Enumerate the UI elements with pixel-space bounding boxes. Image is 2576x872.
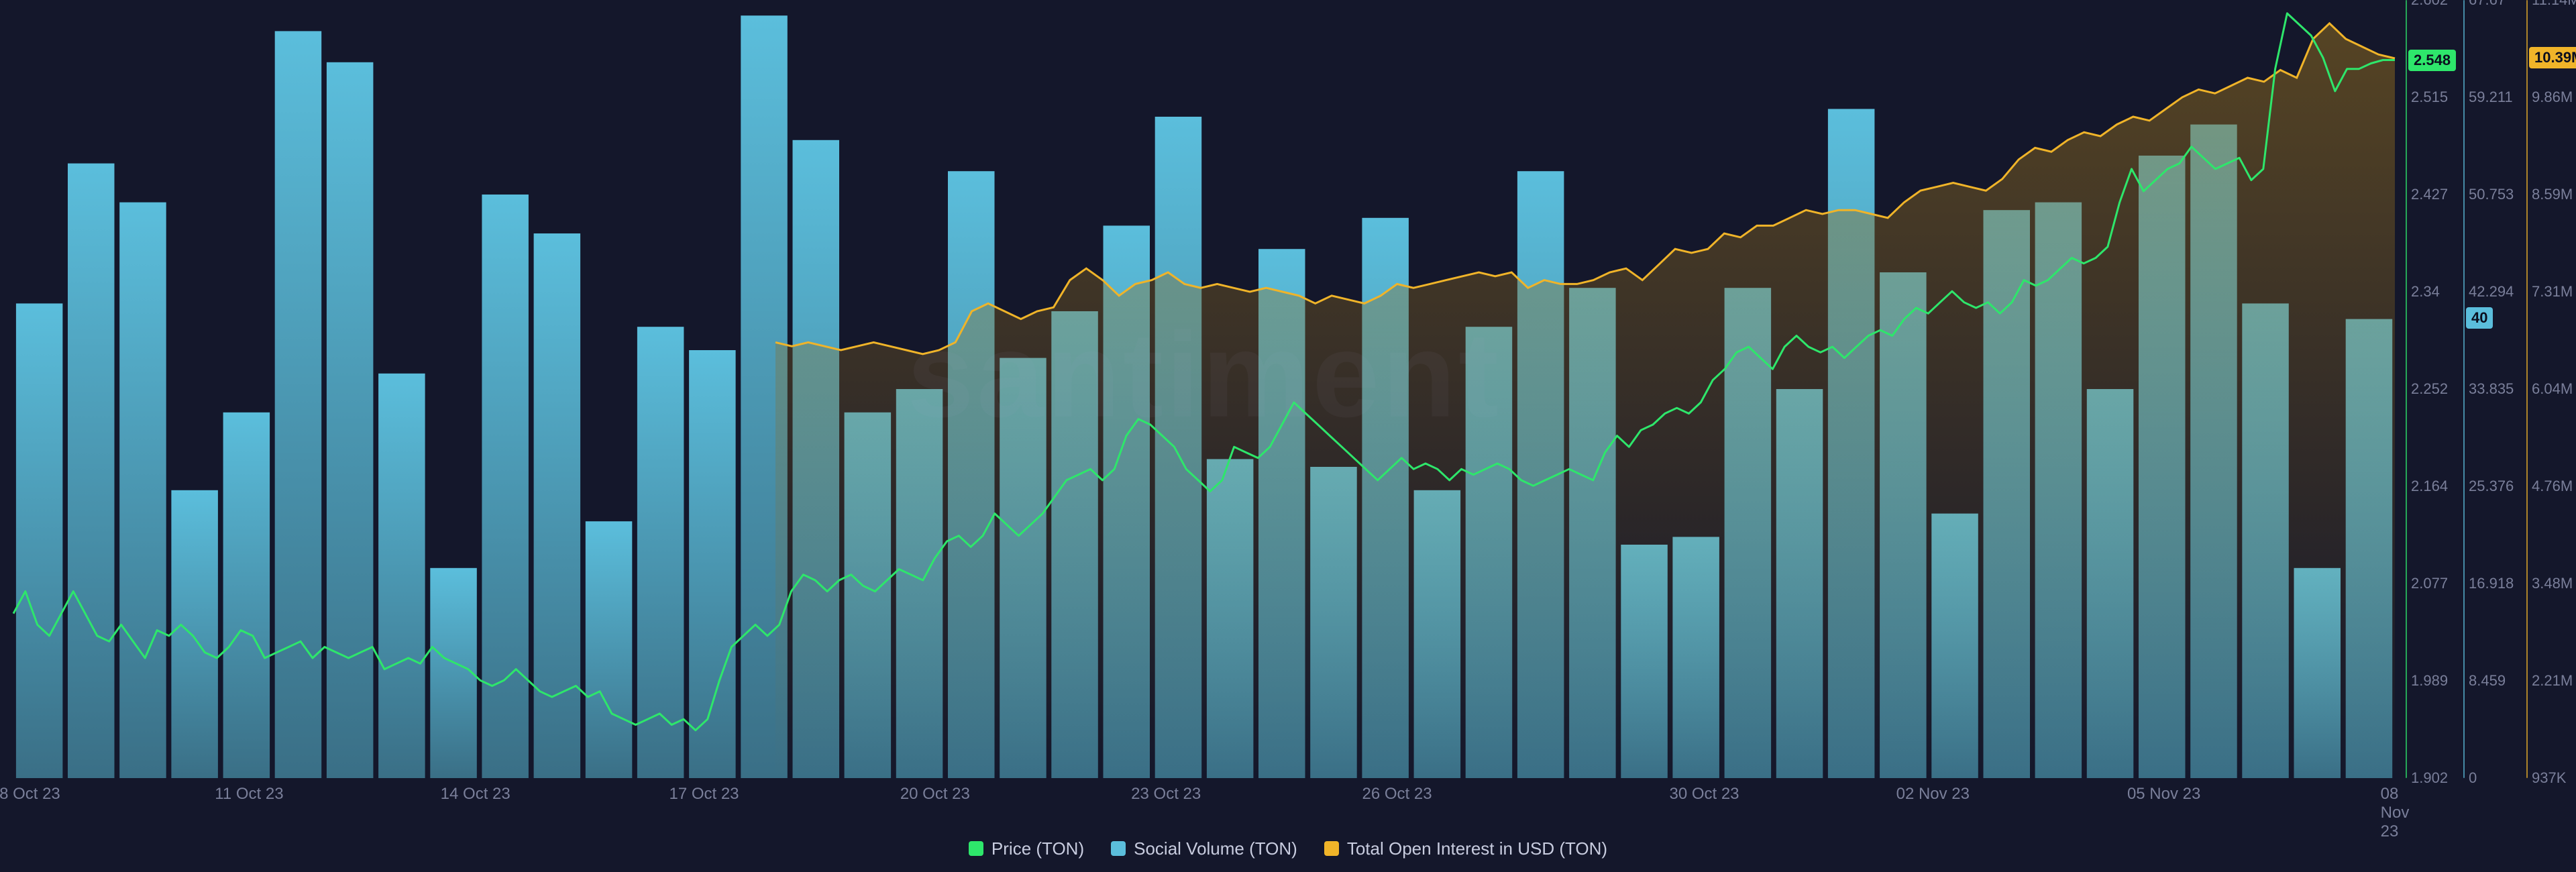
legend-item[interactable]: Social Volume (TON) [1111,838,1297,859]
legend-item[interactable]: Total Open Interest in USD (TON) [1324,838,1607,859]
x-axis-tick: 14 Oct 23 [441,785,511,804]
legend-swatch [1324,841,1339,856]
y-tick: 7.31M [2532,283,2573,301]
x-axis-tick: 08 Oct 23 [0,785,60,804]
legend-swatch [1111,841,1126,856]
x-axis-tick: 02 Nov 23 [1896,785,1970,804]
x-axis: 08 Oct 2311 Oct 2314 Oct 2317 Oct 2320 O… [13,785,2395,812]
y-tick: 937K [2532,769,2566,787]
y-tick: 8.59M [2532,186,2573,203]
y-tick: 2.21M [2532,672,2573,690]
y-tick: 4.76M [2532,478,2573,495]
open-interest-area [775,23,2395,778]
y-tick: 6.04M [2532,380,2573,398]
legend-label: Price (TON) [991,838,1084,859]
legend-item[interactable]: Price (TON) [969,838,1084,859]
chart-container: santiment 08 Oct 23 11 Oct 23 14 Oct 23 17 … [0,0,2576,872]
plot-area[interactable]: santiment [13,0,2395,778]
x-axis-tick: 20 Oct 23 [900,785,970,804]
y-tick: 3.48M [2532,575,2573,592]
legend-swatch [969,841,983,856]
y-axis-oi: 937K2.21M3.48M4.76M6.04M7.31M8.59M9.86M1… [2402,0,2576,778]
legend: Price (TON) Social Volume (TON) Total Open… [0,832,2576,865]
y-tick: 11.14M [2532,0,2576,9]
chart-svg [13,0,2395,778]
y-tick: 9.86M [2532,89,2573,106]
x-axis-tick: 17 Oct 23 [669,785,739,804]
x-axis-tick: 30 Oct 23 [1669,785,1739,804]
current-value-badge-oi: 10.39M [2529,47,2576,68]
x-axis-tick: 11 Oct 23 [215,785,283,804]
x-axis-tick: 26 Oct 23 [1362,785,1432,804]
x-axis-tick: 05 Nov 23 [2127,785,2200,804]
y-axes: 1.9021.9892.0772.1642.2522.342.4272.5152… [2402,0,2576,778]
legend-label: Total Open Interest in USD (TON) [1347,838,1607,859]
x-axis-tick: 23 Oct 23 [1131,785,1201,804]
legend-label: Social Volume (TON) [1134,838,1297,859]
